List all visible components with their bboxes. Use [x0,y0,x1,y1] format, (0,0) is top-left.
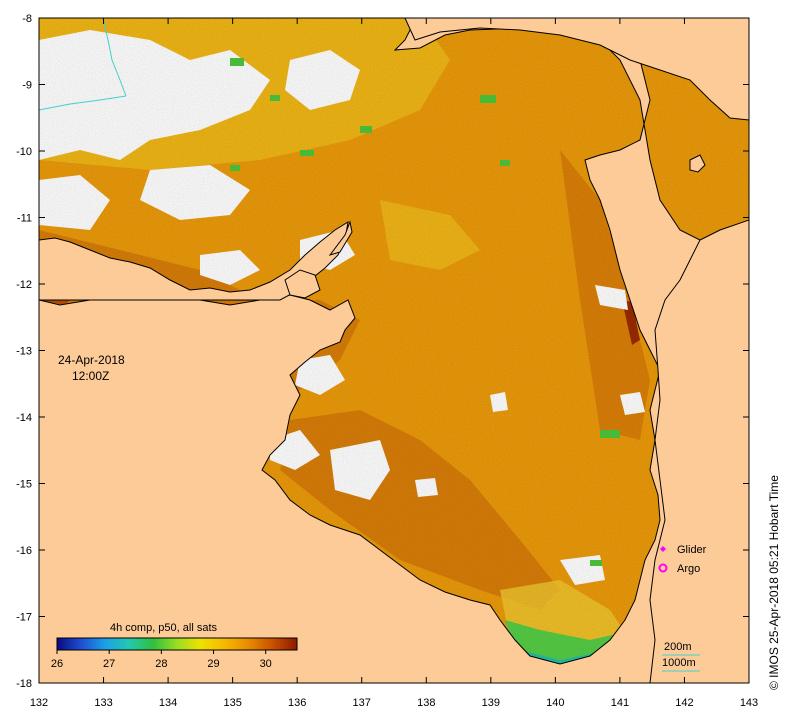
argo-label: Argo [677,563,700,575]
x-tick-label: 134 [159,697,177,709]
isobaths [39,18,127,111]
colorbar-tick-label: 28 [155,658,167,670]
x-tick-label: 139 [482,697,500,709]
y-tick-label: -11 [17,213,32,225]
land-new-guinea [404,18,749,121]
plot-area [39,18,749,683]
x-tick-label: 137 [353,697,371,709]
argo-icon [658,563,668,573]
y-tick-label: -9 [22,80,32,92]
land-cape-york [649,219,749,683]
isobath-legend: 200m 1000m [662,641,700,672]
y-tick-label: -14 [16,412,32,424]
land-groote [284,269,321,299]
x-tick-label: 136 [288,697,306,709]
x-tick-label: 133 [94,697,112,709]
x-tick-label: 140 [546,697,564,709]
x-tick-label: 143 [740,697,758,709]
isobath-1000-label: 1000m [662,657,696,669]
x-tick-label: 142 [675,697,693,709]
y-tick-label: -15 [16,479,32,491]
y-tick-label: -10 [16,146,32,158]
colorbar-tick-label: 29 [207,658,219,670]
land-masses [39,18,749,683]
glider-icon [660,546,666,552]
land-wessel [328,220,353,256]
x-axis: 132 133 134 135 136 137 138 139 140 141 142 143 [30,18,758,709]
platform-legend: Glider Argo [658,544,707,575]
land-northern-territory [39,19,749,683]
y-tick-label: -13 [16,346,32,358]
map-time: 12:00Z [72,369,109,383]
glider-label: Glider [677,544,707,556]
colorbar-tick-label: 26 [51,658,63,670]
y-tick-label: -18 [16,678,32,690]
colorbar-tick-label: 27 [103,658,115,670]
land-mornington [689,154,706,173]
colorbar-ticks: 26 27 28 29 30 [51,650,272,670]
colorbar-tick-label: 30 [260,658,272,670]
y-tick-label: -12 [16,279,32,291]
map-date: 24-Apr-2018 [58,353,125,367]
x-tick-label: 138 [417,697,435,709]
x-tick-label: 135 [223,697,241,709]
y-tick-label: -17 [16,612,32,624]
isobath-200-label: 200m [664,641,692,653]
colorbar: 4h comp, p50, all sats 26 27 28 29 30 [51,622,298,670]
y-tick-label: -8 [22,13,32,25]
y-axis: -8 -9 -10 -11 -12 -13 -14 -15 -16 -17 -18 [16,13,749,690]
y-tick-label: -16 [16,545,32,557]
composite-label: 4h comp, p50, all sats [110,622,218,634]
x-tick-label: 132 [30,697,48,709]
colorbar-box [56,637,298,651]
x-tick-label: 141 [611,697,629,709]
credit-text: © IMOS 25-Apr-2018 05:21 Hobart Time [767,475,781,690]
